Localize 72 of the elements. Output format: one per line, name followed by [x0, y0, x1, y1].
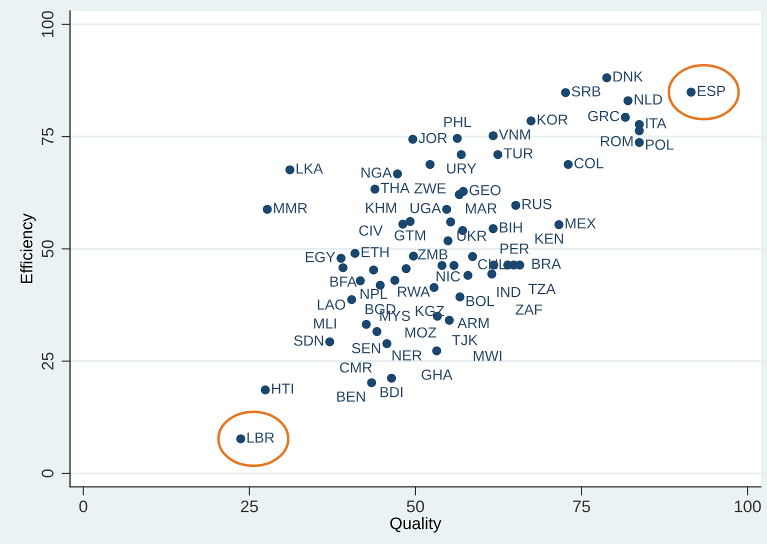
annotation: POL — [646, 139, 674, 150]
annotation: EGY — [306, 252, 336, 262]
annotation: NIC — [436, 271, 460, 282]
annotation: GHA — [422, 370, 452, 380]
annotation: LAO — [318, 299, 346, 310]
annotation: MLI — [314, 318, 336, 329]
annotation: MOZ — [405, 327, 436, 338]
annotation: GRC — [588, 110, 620, 122]
annotation: ZAF — [516, 304, 542, 315]
annotation: CMR — [340, 362, 372, 373]
y-tick-label: 25 — [42, 352, 54, 370]
y-axis-title: Efficiency — [20, 213, 36, 284]
annotation: UKR — [457, 230, 486, 241]
x-tick-label: 100 — [734, 500, 761, 512]
annotation: ARM — [457, 318, 489, 328]
annotation: DNK — [614, 72, 643, 82]
annotation: BFA — [330, 276, 357, 287]
annotation: VNM — [498, 129, 530, 140]
annotation: BDI — [380, 387, 402, 398]
annotation: TUR — [504, 148, 533, 158]
annotation: BIH — [500, 222, 522, 232]
annotation: IND — [497, 287, 520, 298]
annotation: NGA — [362, 167, 392, 178]
annotation: ZWE — [414, 183, 446, 194]
annotation: KEN — [535, 234, 563, 244]
annotation: TJK — [452, 335, 478, 346]
annotation: KOR — [538, 114, 568, 125]
x-tick-label: 0 — [79, 500, 88, 512]
annotation: LKA — [296, 164, 323, 174]
annotation: HTI — [272, 384, 294, 394]
annotation: BRA — [532, 258, 562, 269]
annotation: ZMB — [418, 249, 448, 260]
annotation: RWA — [398, 286, 430, 297]
annotation: GEO — [470, 184, 501, 196]
annotation: ITA — [646, 118, 666, 128]
y-tick-label: 0 — [42, 469, 54, 478]
annotation: NPL — [360, 288, 388, 299]
annotation: BOL — [466, 296, 494, 306]
x-tick-label: 25 — [240, 500, 258, 512]
annotation: LBR — [247, 432, 274, 443]
annotation: UGA — [410, 202, 442, 214]
annotation: MWI — [474, 350, 502, 361]
x-axis-title: Quality — [390, 517, 442, 533]
annotation: SRB — [572, 86, 600, 97]
annotation: KHM — [366, 202, 396, 213]
y-tick-label: 100 — [42, 11, 54, 37]
annotation: TZA — [528, 284, 556, 294]
y-tick-label: 75 — [42, 128, 54, 146]
annotation: ESP — [698, 86, 726, 96]
annotation: COL — [574, 158, 604, 168]
annotation: PHL — [444, 117, 471, 128]
annotation: THA — [380, 182, 410, 193]
y-tick-label: 50 — [42, 240, 54, 258]
annotation: GTM — [394, 230, 426, 241]
annotation: JOR — [418, 132, 447, 144]
x-tick-label: 75 — [573, 500, 590, 512]
annotation: URY — [447, 163, 476, 174]
annotation: RUS — [522, 198, 552, 210]
annotation: NER — [392, 350, 422, 360]
annotation: MMR — [274, 203, 308, 214]
annotation: KGZ — [416, 306, 444, 316]
annotation: SEN — [352, 343, 380, 354]
annotation: ETH — [362, 247, 389, 258]
annotation: MEX — [566, 218, 596, 228]
annotation: NLD — [634, 94, 662, 104]
annotation: CIV — [359, 225, 383, 236]
x-tick-label: 50 — [406, 500, 424, 512]
annotation: BEN — [337, 392, 365, 402]
annotation: PER — [500, 244, 529, 254]
annotation: ROM — [600, 136, 633, 146]
annotation: SDN — [294, 335, 324, 346]
annotation: MAR — [466, 203, 497, 214]
